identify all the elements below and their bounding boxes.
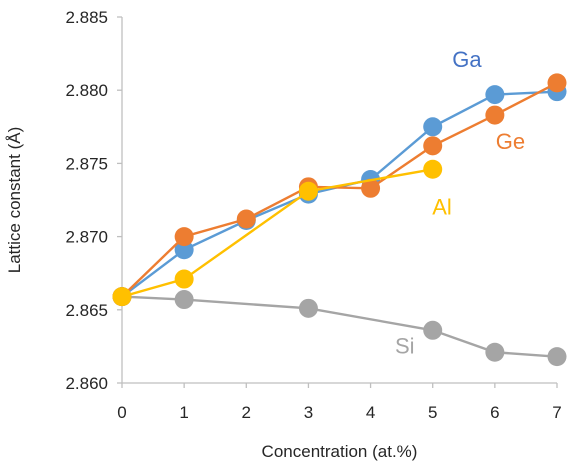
data-point-ga — [485, 85, 505, 105]
data-point-ge — [547, 73, 567, 93]
series-label-al: Al — [432, 195, 452, 220]
data-point-ga — [423, 117, 443, 137]
data-point-al — [298, 181, 318, 201]
data-point-si — [485, 342, 505, 362]
data-point-ge — [485, 105, 505, 125]
data-point-ge — [236, 209, 256, 229]
data-point-ga — [174, 240, 194, 260]
y-tick-label: 2.875 — [65, 154, 108, 173]
series-label-ge: Ge — [496, 129, 525, 154]
data-point-ge — [423, 136, 443, 156]
series-si — [112, 287, 567, 367]
data-point-ge — [361, 178, 381, 198]
y-tick-label: 2.860 — [65, 374, 108, 393]
y-tick-label: 2.885 — [65, 8, 108, 27]
y-tick-label: 2.870 — [65, 228, 108, 247]
data-point-si — [174, 290, 194, 310]
data-point-ge — [174, 227, 194, 247]
x-tick-label: 0 — [117, 403, 126, 422]
data-point-si — [423, 320, 443, 340]
data-point-al — [423, 159, 443, 179]
x-tick-label: 1 — [179, 403, 188, 422]
data-point-si — [298, 298, 318, 318]
x-tick-label: 3 — [304, 403, 313, 422]
series-line-ge — [121, 81, 558, 298]
data-point-al — [174, 269, 194, 289]
series-label-si: Si — [395, 334, 415, 359]
data-point-al — [112, 287, 132, 307]
series-line-al — [121, 168, 433, 298]
series-group — [112, 73, 567, 367]
x-tick-label: 7 — [552, 403, 561, 422]
series-al — [112, 159, 443, 307]
series-label-ga: Ga — [452, 47, 482, 72]
y-tick-label: 2.880 — [65, 81, 108, 100]
tick-labels: 0 1 2 3 4 5 6 7 2.860 2.865 2.870 2.875 2.880 2.885 — [65, 8, 561, 422]
series-ge — [112, 73, 567, 307]
series-line-si — [121, 295, 558, 358]
x-tick-label: 2 — [242, 403, 251, 422]
axes — [117, 16, 558, 388]
x-tick-label: 6 — [490, 403, 499, 422]
x-axis-title: Concentration (at.%) — [262, 442, 418, 461]
y-tick-label: 2.865 — [65, 301, 108, 320]
x-tick-label: 4 — [366, 403, 375, 422]
data-point-si — [547, 347, 567, 367]
x-tick-label: 5 — [428, 403, 437, 422]
series-labels: Ga Ge Al Si — [395, 47, 525, 359]
y-axis-title: Lattice constant (Å) — [5, 127, 24, 273]
